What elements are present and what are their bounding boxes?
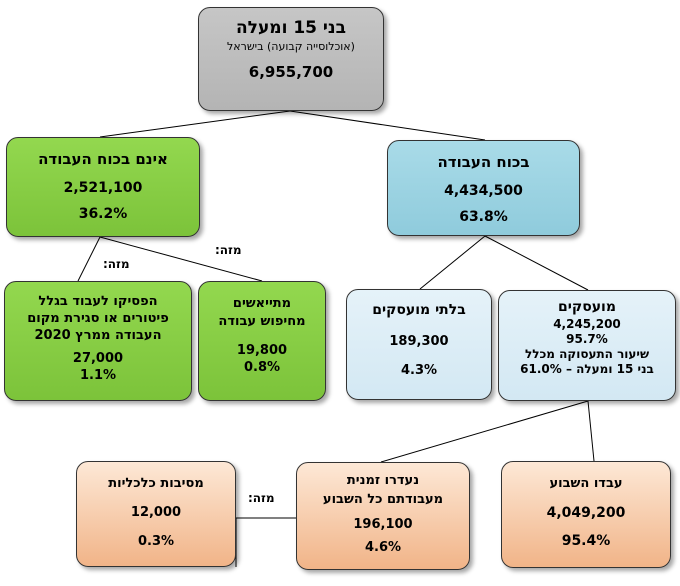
temp-absent-percent: 4.6% [364,540,402,555]
discouraged-line1: מתייאשים [232,296,292,311]
not-labor-force-value: 2,521,100 [63,180,143,196]
connector-lf-employed [484,235,589,291]
connector-lf-unemployed [419,235,486,290]
root-subtitle: (אוכלוסייה קבועה) בישראל [227,40,355,53]
not-labor-force-box: אינם בכוח העבודה 2,521,100 36.2% [6,137,200,237]
economic-reasons-value: 12,000 [130,505,182,520]
root-box: בני 15 ומעלה (אוכלוסייה קבועה) בישראל 6,… [198,7,384,111]
labor-force-title: בכוח העבודה [437,153,530,171]
stopped-working-line2: פיטורים או סגירת מקום [27,311,169,326]
employed-box: מועסקים 4,245,200 95.7% שיעור התעסוקה מכ… [498,290,676,401]
temp-absent-line1: נעדרו זמנית [346,473,420,488]
economic-reasons-percent: 0.3% [137,534,175,549]
employed-title: מועסקים [558,299,616,315]
worked-week-percent: 95.4% [561,533,611,549]
root-value: 6,955,700 [248,63,334,81]
employed-rate-line2: בני 15 ומעלה – 61.0% [520,362,654,376]
of-which-label-bottom: מזה: [248,491,275,505]
connector-employed-down [587,400,595,462]
not-labor-force-title: אינם בכוח העבודה [38,150,168,168]
labor-force-value: 4,434,500 [444,183,523,199]
discouraged-line2: מחיפוש עבודה [218,314,306,329]
discouraged-value: 19,800 [236,343,288,358]
stopped-working-box: הפסיקו לעבוד בגלל פיטורים או סגירת מקום … [4,281,192,401]
stopped-working-percent: 1.1% [79,368,117,383]
temp-absent-box: נעדרו זמנית מעבודתם כל השבוע 196,100 4.6… [296,462,470,570]
employed-rate-line1: שיעור התעסוקה מכלל [524,347,650,361]
unemployed-percent: 4.3% [400,363,438,378]
temp-absent-value: 196,100 [353,517,413,532]
stopped-working-line1: הפסיקו לעבוד בגלל [38,294,158,309]
unemployed-value: 189,300 [389,334,449,349]
connector-employed-tempabsent [380,400,589,463]
employed-percent: 95.7% [566,332,608,346]
economic-reasons-title: מסיבות כלכליות [108,476,204,491]
connector-root-right [289,110,486,141]
worked-week-title: עבדו השבוע [549,476,623,491]
of-which-label-right: מזה: [215,243,242,257]
unemployed-box: בלתי מועסקים 189,300 4.3% [346,289,492,400]
root-title: בני 15 ומעלה [235,18,346,38]
labor-force-percent: 63.8% [459,209,508,225]
worked-week-value: 4,049,200 [546,505,626,521]
labor-force-box: בכוח העבודה 4,434,500 63.8% [387,140,580,236]
stopped-working-value: 27,000 [72,351,124,366]
economic-reasons-box: מסיבות כלכליות 12,000 0.3% [76,461,236,567]
discouraged-box: מתייאשים מחיפוש עבודה 19,800 0.8% [198,281,326,401]
connector-notlf-discouraged [99,236,263,282]
not-labor-force-percent: 36.2% [78,206,128,222]
worked-week-box: עבדו השבוע 4,049,200 95.4% [501,461,671,568]
of-which-label-left: מזה: [103,257,130,271]
connector-root-left [99,110,291,138]
unemployed-title: בלתי מועסקים [372,302,466,318]
stopped-working-line3: העבודה ממרץ 2020 [34,328,162,343]
discouraged-percent: 0.8% [243,360,281,375]
employed-value: 4,245,200 [553,317,621,331]
temp-absent-line2: מעבודתם כל השבוע [322,492,444,507]
connector-notlf-stopped [77,236,101,282]
